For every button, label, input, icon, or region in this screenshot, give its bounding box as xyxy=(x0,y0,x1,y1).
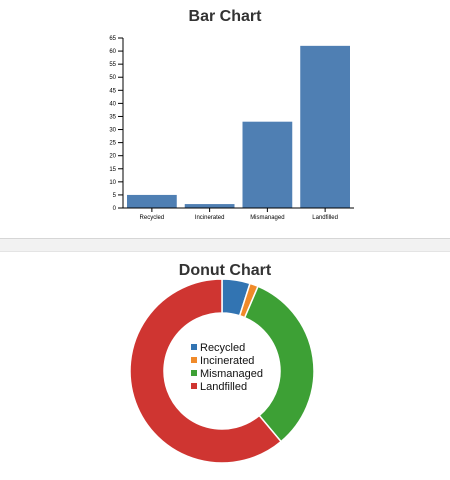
donut-slices xyxy=(129,278,315,464)
bar-x-axis: Recycled Incinerated Mismanaged Landfilled xyxy=(123,207,354,221)
bar-recycled xyxy=(127,194,177,208)
bar-y-tick-label: 0 xyxy=(113,206,117,212)
donut-slice-landfilled xyxy=(129,278,283,464)
legend-swatch-incinerated xyxy=(191,357,197,363)
bar-y-tick-label: 10 xyxy=(109,180,116,186)
legend-label-incinerated: Incinerated xyxy=(200,355,254,367)
legend-label-mismanaged: Mismanaged xyxy=(200,368,263,380)
bar-y-tick-label: 25 xyxy=(109,141,116,147)
bar-y-tick-label: 15 xyxy=(109,167,116,173)
bar-x-tick-label: Incinerated xyxy=(195,215,225,221)
donut-slice-mismanaged xyxy=(243,285,315,443)
bar-chart-title: Bar Chart xyxy=(188,8,262,25)
bar-y-tick-label: 45 xyxy=(109,88,116,94)
bar-x-tick-label: Recycled xyxy=(140,215,165,221)
bar-y-tick-label: 20 xyxy=(109,154,116,160)
legend-swatch-recycled xyxy=(191,344,197,350)
bar-x-tick-label: Landfilled xyxy=(312,215,338,221)
bar-x-tick-label: Mismanaged xyxy=(250,215,284,221)
bar-landfilled xyxy=(300,45,350,208)
bar-chart: 0 5 10 15 20 25 30 35 40 45 50 55 60 65 Recycled Incin… xyxy=(109,36,354,221)
bar-incinerated xyxy=(184,204,235,208)
bar-y-tick-label: 40 xyxy=(109,101,116,107)
bar-y-tick-label: 30 xyxy=(109,128,116,134)
bar-y-tick-label: 55 xyxy=(109,62,116,68)
bar-series xyxy=(127,45,350,208)
bar-y-tick-label: 50 xyxy=(109,75,116,81)
legend-label-recycled: Recycled xyxy=(200,342,245,354)
legend-swatch-landfilled xyxy=(191,383,197,389)
legend-swatch-mismanaged xyxy=(191,370,197,376)
bar-y-tick-label: 65 xyxy=(109,36,116,42)
section-divider xyxy=(0,238,450,252)
bar-y-tick-label: 5 xyxy=(113,193,117,199)
bar-y-tick-label: 60 xyxy=(109,49,116,55)
legend-label-landfilled: Landfilled xyxy=(200,381,247,393)
bar-y-axis: 0 5 10 15 20 25 30 35 40 45 50 55 60 65 xyxy=(109,36,124,212)
donut-chart-title: Donut Chart xyxy=(178,262,272,279)
bar-mismanaged xyxy=(242,121,293,208)
bar-y-tick-label: 35 xyxy=(109,114,116,120)
